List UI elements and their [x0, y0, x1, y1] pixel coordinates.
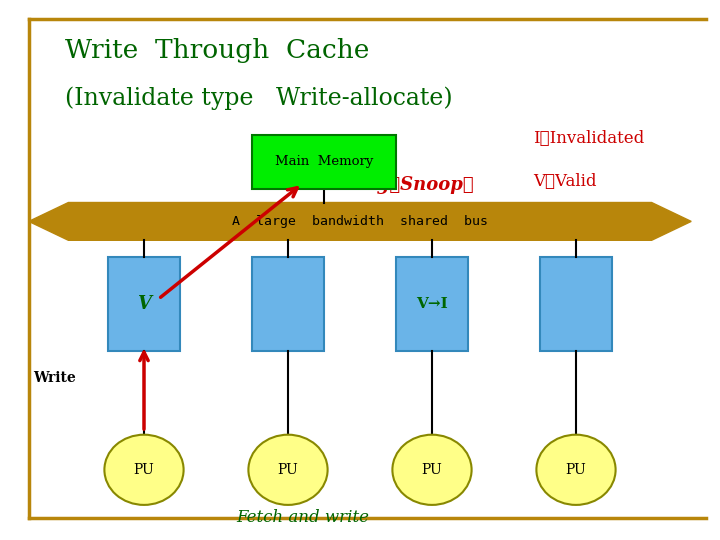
Text: A  large  bandwidth  shared  bus: A large bandwidth shared bus	[232, 215, 488, 228]
Ellipse shape	[248, 435, 328, 505]
Text: PU: PU	[134, 463, 154, 477]
Text: Write: Write	[33, 371, 76, 385]
Text: V：Valid: V：Valid	[533, 173, 596, 190]
FancyBboxPatch shape	[252, 256, 324, 351]
FancyBboxPatch shape	[396, 256, 468, 351]
Text: Write  Through  Cache: Write Through Cache	[65, 38, 369, 63]
Ellipse shape	[104, 435, 184, 505]
Text: Main  Memory: Main Memory	[275, 156, 373, 168]
FancyBboxPatch shape	[540, 256, 612, 351]
Text: PU: PU	[422, 463, 442, 477]
Text: V: V	[137, 295, 151, 313]
Text: (Invalidate type   Write-allocate): (Invalidate type Write-allocate)	[65, 86, 452, 110]
Text: V→I: V→I	[416, 297, 448, 310]
Text: Fetch and write: Fetch and write	[236, 510, 369, 526]
Polygon shape	[29, 202, 691, 240]
Text: Monitoring（Snoop）: Monitoring（Snoop）	[275, 177, 474, 194]
Text: PU: PU	[278, 463, 298, 477]
Ellipse shape	[392, 435, 472, 505]
Ellipse shape	[536, 435, 616, 505]
Text: I：Invalidated: I：Invalidated	[533, 130, 644, 146]
Text: PU: PU	[566, 463, 586, 477]
FancyBboxPatch shape	[108, 256, 180, 351]
FancyBboxPatch shape	[252, 135, 396, 189]
